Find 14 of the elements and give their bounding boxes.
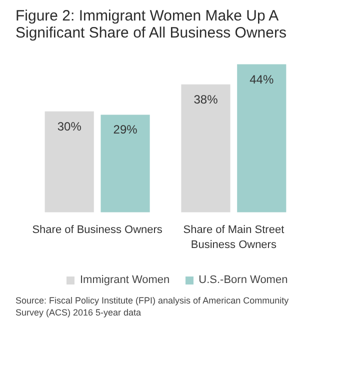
legend-label: Immigrant Women — [80, 274, 170, 286]
legend-label: U.S.-Born Women — [198, 274, 288, 286]
bar — [237, 64, 286, 212]
chart-title: Figure 2: Immigrant Women Make Up A Significant Share of All Business Owners — [16, 8, 286, 42]
x-tick-label: Share of Business Owners — [32, 224, 163, 236]
data-label: 29% — [113, 122, 138, 137]
bar — [44, 111, 94, 212]
data-label: 30% — [57, 119, 82, 134]
data-label: 38% — [194, 92, 218, 106]
source-note: Source: Fiscal Policy Institute (FPI) analysis of American Community Survey (ACS) 2016 5-year data — [16, 296, 290, 318]
x-tick-label: Share of Main Street Business Owners — [183, 224, 284, 252]
bar — [181, 84, 230, 212]
bar — [100, 114, 150, 212]
data-label: 44% — [250, 72, 274, 86]
